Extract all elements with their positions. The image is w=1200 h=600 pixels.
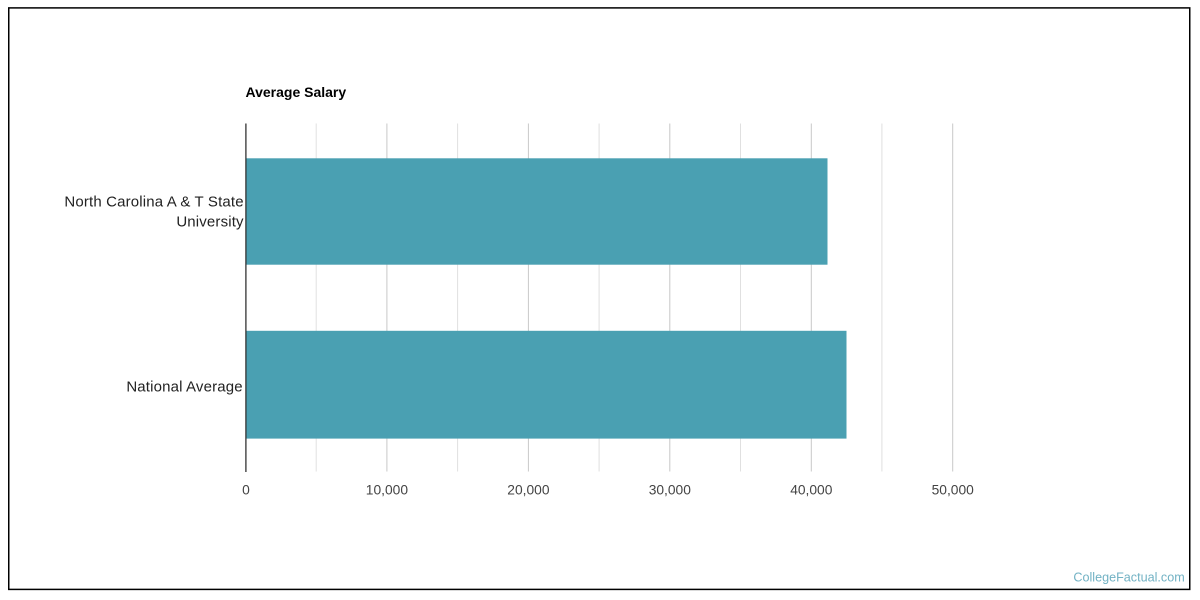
svg-text:University: University [176,213,244,230]
svg-text:30,000: 30,000 [649,482,692,497]
svg-text:North Carolina A & T State: North Carolina A & T State [64,194,243,211]
svg-text:0: 0 [242,482,250,497]
svg-text:40,000: 40,000 [790,482,833,497]
svg-text:National Average: National Average [126,378,242,395]
svg-text:CollegeFactual.com: CollegeFactual.com [1073,570,1184,584]
svg-text:Average Salary: Average Salary [246,84,347,100]
svg-text:50,000: 50,000 [932,482,975,497]
svg-text:20,000: 20,000 [507,482,550,497]
svg-text:10,000: 10,000 [366,482,409,497]
